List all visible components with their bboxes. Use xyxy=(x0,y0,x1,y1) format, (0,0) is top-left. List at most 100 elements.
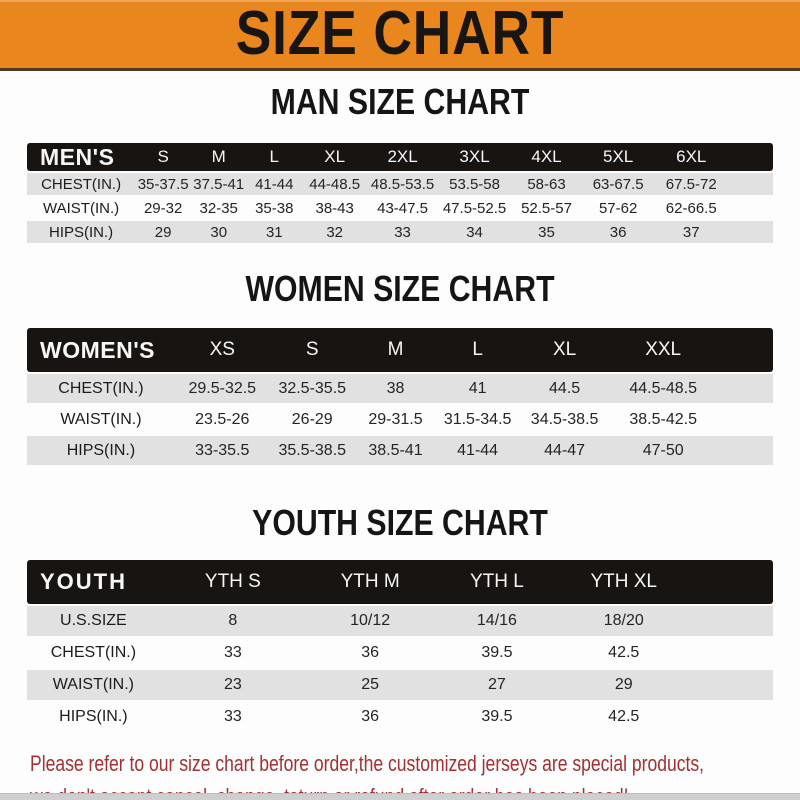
size-value: 37.5-41 xyxy=(191,173,247,195)
size-value: 33-35.5 xyxy=(174,436,270,465)
youth-chart-title-text: YOUTH SIZE CHART xyxy=(252,502,548,543)
size-value: 38 xyxy=(354,374,437,403)
size-value: 38-43 xyxy=(315,199,354,217)
size-value: 63-67.5 xyxy=(581,173,655,195)
size-header-s: S xyxy=(135,143,192,171)
measurement-row: U.S.SIZE 8 10/12 14/16 18/20 xyxy=(27,606,773,636)
size-header-xs: XS xyxy=(174,328,270,372)
size-header-6xl: 6XL xyxy=(654,143,729,171)
size-value: 36 xyxy=(361,644,380,661)
youth-header-row: YOUTH YTH S YTH M YTH L YTH XL xyxy=(27,560,773,604)
size-value: 35 xyxy=(511,221,582,243)
measurement-row: CHEST(IN.) 33 36 39.5 42.5 xyxy=(27,638,773,668)
measurement-row: CHEST(IN.) 35-37.5 37.5-41 41-44 44-48.5 48.5… xyxy=(27,173,773,195)
size-header-yth-m: YTH M xyxy=(305,560,435,604)
sections: MAN SIZE CHART MEN'S S M L XL 2XL 3XL 4XL 5XL 6XL C… xyxy=(0,84,800,734)
row-label: HIPS(IN.) xyxy=(59,708,128,725)
row-label: HIPS(IN.) xyxy=(27,221,136,243)
row-label: HIPS(IN.) xyxy=(27,436,175,465)
youth-section: YOUTH SIZE CHART YOUTH YTH S YTH M YTH L YTH … xyxy=(0,505,800,734)
size-value: 58-63 xyxy=(511,173,582,195)
size-value: 41-44 xyxy=(246,173,303,195)
measurement-row: HIPS(IN.) 29 30 31 32 33 34 35 36 37 xyxy=(27,221,773,243)
size-value: 62-66.5 xyxy=(665,199,717,217)
row-label: WAIST(IN.) xyxy=(43,199,120,217)
size-value: 10/12 xyxy=(305,606,435,636)
spacer-cell xyxy=(728,197,773,219)
size-value: 52.5-57 xyxy=(521,199,572,217)
spacer-cell xyxy=(716,436,773,465)
bottom-divider xyxy=(0,793,800,800)
size-value: 34.5-38.5 xyxy=(530,410,599,428)
size-value: 47.5-52.5 xyxy=(442,199,507,217)
size-value: 44-48.5 xyxy=(302,173,368,195)
spacer-cell xyxy=(716,328,773,372)
measurement-row: WAIST(IN.) 23 25 27 29 xyxy=(27,670,773,700)
women-size-table: WOMEN'S XS S M L XL XXL CHEST(IN.) 29.5-32.5 32.5… xyxy=(27,326,773,467)
men-table-label: MEN'S xyxy=(27,143,136,171)
size-header-yth-xl: YTH XL xyxy=(559,560,688,604)
size-header-xl: XL xyxy=(519,328,611,372)
women-chart-title: WOMEN SIZE CHART xyxy=(0,271,800,312)
size-value: 41 xyxy=(436,374,520,403)
size-value: 57-62 xyxy=(598,199,638,217)
youth-size-table: YOUTH YTH S YTH M YTH L YTH XL U.S.SIZE 8 10/12… xyxy=(27,558,773,734)
size-value: 47-50 xyxy=(610,436,717,465)
men-chart-title-text: MAN SIZE CHART xyxy=(270,81,530,122)
size-header-yth-s: YTH S xyxy=(159,560,306,604)
men-header-row: MEN'S S M L XL 2XL 3XL 4XL 5XL 6XL xyxy=(27,143,773,171)
women-table-label: WOMEN'S xyxy=(27,328,175,372)
size-value: 43-47.5 xyxy=(377,199,428,217)
size-value: 37 xyxy=(654,221,729,243)
measurement-row: HIPS(IN.) 33 36 39.5 42.5 xyxy=(27,702,773,732)
size-value: 42.5 xyxy=(608,708,640,725)
size-value: 53.5-58 xyxy=(438,173,512,195)
youth-chart-title: YOUTH SIZE CHART xyxy=(0,505,800,546)
size-value: 33 xyxy=(223,644,242,661)
row-label: WAIST(IN.) xyxy=(27,670,160,700)
row-label: WAIST(IN.) xyxy=(60,410,142,428)
notice-line-1-text: Please refer to our size chart before or… xyxy=(30,751,705,776)
size-value: 44.5 xyxy=(519,374,611,403)
row-label: CHEST(IN.) xyxy=(27,374,175,403)
size-value: 18/20 xyxy=(559,606,688,636)
row-label: CHEST(IN.) xyxy=(27,173,136,195)
size-value: 31 xyxy=(246,221,303,243)
size-value: 35-38 xyxy=(255,199,294,217)
size-value: 8 xyxy=(159,606,306,636)
size-value: 35-37.5 xyxy=(135,173,192,195)
size-header-5xl: 5XL xyxy=(581,143,655,171)
women-section: WOMEN SIZE CHART WOMEN'S XS S M L XL XXL CHEST(I… xyxy=(0,271,800,467)
size-value: 23 xyxy=(159,670,306,700)
spacer-cell xyxy=(688,638,773,668)
size-value: 29-31.5 xyxy=(368,410,423,428)
size-value: 32 xyxy=(302,221,368,243)
size-header-s: S xyxy=(269,328,355,372)
size-header-yth-l: YTH L xyxy=(434,560,560,604)
measurement-row: WAIST(IN.) 29-32 32-35 35-38 38-43 43-47.5 47.… xyxy=(27,197,773,219)
size-value: 39.5 xyxy=(481,708,513,725)
size-value: 14/16 xyxy=(434,606,560,636)
spacer-cell xyxy=(728,143,773,171)
size-value: 44.5-48.5 xyxy=(610,374,717,403)
size-header-4xl: 4XL xyxy=(511,143,582,171)
size-header-xxl: XXL xyxy=(610,328,717,372)
size-header-m: M xyxy=(354,328,437,372)
measurement-row: WAIST(IN.) 23.5-26 26-29 29-31.5 31.5-34.5 34… xyxy=(27,405,773,434)
size-header-2xl: 2XL xyxy=(367,143,438,171)
size-value: 67.5-72 xyxy=(654,173,729,195)
row-label: U.S.SIZE xyxy=(27,606,160,636)
women-header-row: WOMEN'S XS S M L XL XXL xyxy=(27,328,773,372)
banner: SIZE CHART xyxy=(0,0,800,71)
spacer-cell xyxy=(728,221,773,243)
size-value: 29 xyxy=(135,221,192,243)
size-value: 39.5 xyxy=(481,644,513,661)
spacer-cell xyxy=(687,560,773,604)
size-header-l: L xyxy=(246,143,303,171)
spacer-cell xyxy=(728,173,773,195)
size-value: 32-35 xyxy=(199,199,238,217)
youth-table-label: YOUTH xyxy=(27,560,160,604)
size-value: 38.5-42.5 xyxy=(629,410,697,428)
size-header-xl: XL xyxy=(302,143,368,171)
row-label: CHEST(IN.) xyxy=(50,644,137,661)
